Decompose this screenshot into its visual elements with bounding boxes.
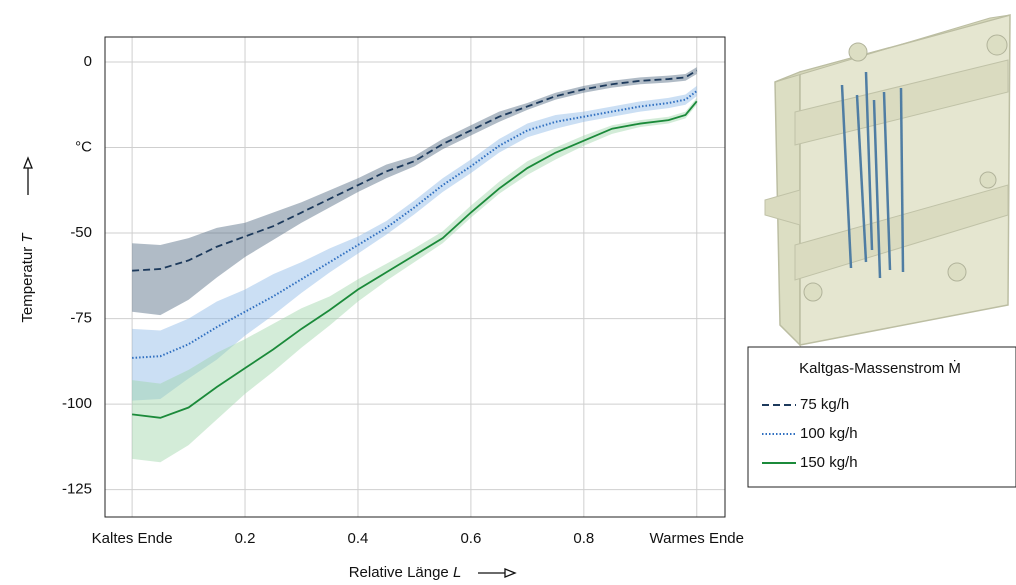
series-line [132, 90, 698, 359]
x-tick-label: 0.2 [235, 530, 256, 547]
y-tick-label: 0 [84, 53, 92, 70]
legend-label: 150 kg/h [800, 454, 858, 471]
plot-frame [104, 36, 726, 518]
illustration [764, 14, 1011, 347]
x-tick-label: 0.6 [460, 530, 481, 547]
x-label-text: Relative Länge [349, 564, 449, 581]
legend-label: 100 kg/h [800, 425, 858, 442]
series-line [131, 100, 698, 419]
x-axis-label: Relative Länge L [349, 564, 462, 581]
x-tick-label: Warmes Ende [650, 530, 744, 547]
y-axis-label: Temperatur T [19, 232, 36, 323]
legend-label: 75 kg/h [800, 396, 849, 413]
y-tick-label: °C [75, 138, 92, 155]
confidence-band [132, 97, 697, 463]
plot-layer [105, 37, 725, 517]
svg-text:Temperatur T: Temperatur T [19, 232, 36, 323]
confidence-band [132, 85, 697, 401]
x-tick-label: 0.4 [348, 530, 369, 547]
series-line [132, 69, 698, 272]
y-label-symbol: T [19, 232, 36, 243]
y-tick-label: -100 [62, 395, 92, 412]
y-label-text: Temperatur [19, 247, 36, 323]
x-axis-arrow [478, 568, 517, 578]
x-tick-label: Kaltes Ende [92, 530, 173, 547]
legend-title: Kaltgas-Massenstrom Ṁ [799, 359, 961, 377]
y-tick-label: -125 [62, 481, 92, 498]
x-tick-label: 0.8 [573, 530, 594, 547]
y-tick-label: -75 [70, 310, 92, 327]
x-label-symbol: L [453, 564, 461, 581]
y-axis-arrow [23, 156, 33, 195]
legend-box [747, 346, 1016, 488]
confidence-band [132, 67, 697, 316]
y-tick-label: -50 [70, 224, 92, 241]
